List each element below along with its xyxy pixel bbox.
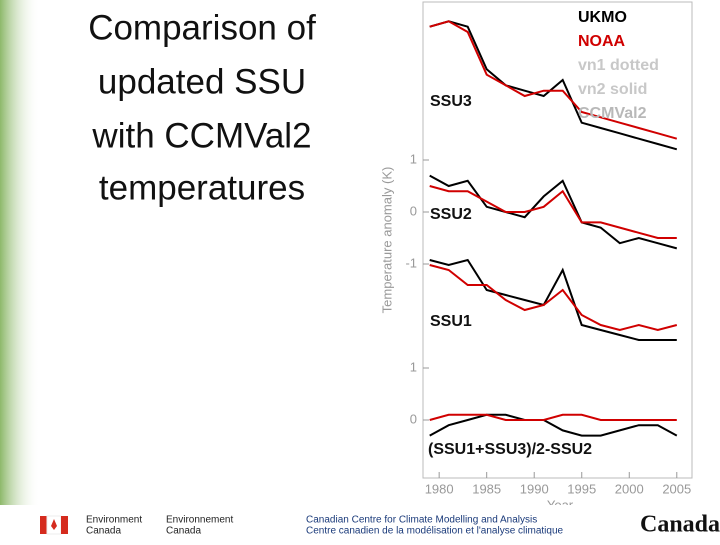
legend-entry: CCMVal2	[578, 105, 647, 122]
footer-text: Canadian Centre for Climate Modelling an…	[306, 515, 537, 526]
footer-text: Canada	[86, 526, 121, 537]
x-tick-label: 2005	[662, 481, 691, 496]
footer-text: Environnement	[166, 515, 233, 526]
panel-label: SSU2	[430, 206, 472, 223]
footer	[0, 505, 720, 540]
y-tick-label: 1	[410, 151, 417, 166]
series-line	[429, 413, 677, 421]
plot-frame	[422, 1, 693, 479]
series-line	[429, 20, 678, 140]
footer-text: Environment	[86, 515, 142, 526]
title-line: Comparison of	[88, 8, 316, 47]
y-tick-label: -1	[405, 255, 417, 270]
legend-entry: vn1 dotted	[578, 57, 659, 74]
wordmark: Canada	[640, 512, 720, 538]
y-axis-label: Temperature anomaly (K)	[379, 167, 394, 314]
series-line	[429, 264, 678, 332]
y-tick-label: 0	[410, 411, 417, 426]
series-line	[429, 413, 678, 437]
panel-label: (SSU1+SSU3)/2-SSU2	[428, 441, 592, 458]
footer-text: Canada	[166, 526, 201, 537]
series-line	[429, 258, 677, 341]
legend-entry: vn2 solid	[578, 81, 647, 98]
panel-label: SSU1	[430, 313, 472, 330]
panel-label: SSU3	[430, 93, 472, 110]
x-tick-label: 2000	[615, 481, 644, 496]
footer-text: Centre canadien de la modélisation et l'…	[306, 526, 563, 537]
series-line	[429, 20, 678, 151]
slide-title: Comparison of updated SSU with CCMVal2 t…	[88, 8, 316, 207]
series-line	[429, 174, 678, 250]
x-tick-label: 1980	[425, 481, 454, 496]
x-tick-label: 1985	[472, 481, 501, 496]
title-line: with CCMVal2	[91, 116, 311, 155]
leaf-strip	[0, 0, 40, 505]
x-tick-label: 1990	[520, 481, 549, 496]
legend-entry: UKMO	[578, 9, 627, 26]
y-tick-label: 1	[410, 359, 417, 374]
title-line: temperatures	[99, 168, 305, 207]
series-line	[429, 185, 677, 239]
legend-entry: NOAA	[578, 33, 626, 50]
title-line: updated SSU	[98, 62, 306, 101]
x-tick-label: 1995	[567, 481, 596, 496]
chart: 1980 1985 1990 1995 2000 2005 SSU3 1 0 -1 SSU2 SSU1…	[405, 9, 691, 496]
y-tick-label: 0	[410, 203, 417, 218]
flag	[40, 515, 68, 535]
